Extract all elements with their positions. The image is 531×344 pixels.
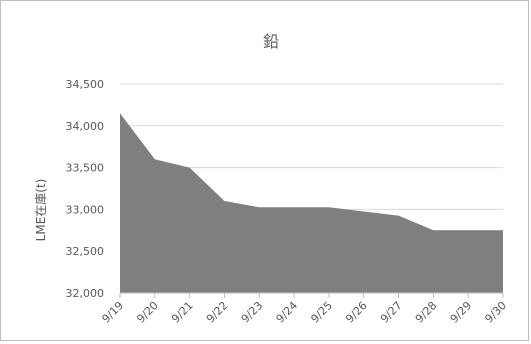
y-tick-label: 34,000 — [66, 120, 105, 133]
x-tick-label: 9/30 — [482, 299, 509, 326]
x-tick-label: 9/26 — [343, 299, 370, 326]
x-tick-label: 9/21 — [169, 299, 196, 326]
x-tick-label: 9/27 — [378, 299, 405, 326]
y-tick-label: 32,000 — [66, 287, 105, 300]
x-tick-label: 9/25 — [308, 299, 335, 326]
plot-area — [120, 113, 503, 293]
x-tick-label: 9/19 — [99, 299, 126, 326]
x-tick-label: 9/20 — [134, 299, 161, 326]
y-tick-label: 33,000 — [66, 203, 105, 216]
x-tick-label: 9/23 — [239, 299, 266, 326]
x-tick-label: 9/29 — [448, 299, 475, 326]
area-series — [120, 113, 503, 293]
x-tick-label: 9/28 — [413, 299, 440, 326]
y-tick-label: 32,500 — [66, 245, 105, 258]
y-axis-title: LME在庫(t) — [34, 179, 48, 242]
x-tick-label: 9/22 — [204, 299, 231, 326]
y-tick-label: 33,500 — [66, 162, 105, 175]
y-tick-label: 34,500 — [66, 78, 105, 91]
chart-title: 鉛 — [263, 32, 279, 51]
y-axis: 32,000 32,500 33,000 33,500 34,000 34,500 — [66, 78, 105, 300]
x-axis: 9/19 9/20 9/21 9/22 9/23 9/24 9/25 9/26 9/27 9/28… — [99, 293, 509, 326]
x-tick-label: 9/24 — [274, 299, 301, 326]
